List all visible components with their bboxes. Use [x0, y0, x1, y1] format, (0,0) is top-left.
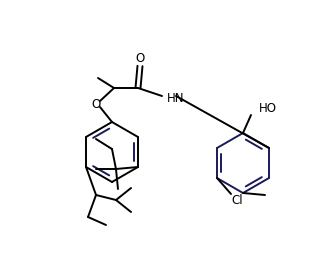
- Text: O: O: [135, 52, 145, 66]
- Text: O: O: [91, 97, 101, 110]
- Text: Cl: Cl: [231, 194, 243, 206]
- Text: HO: HO: [259, 102, 277, 116]
- Text: HN: HN: [167, 92, 185, 105]
